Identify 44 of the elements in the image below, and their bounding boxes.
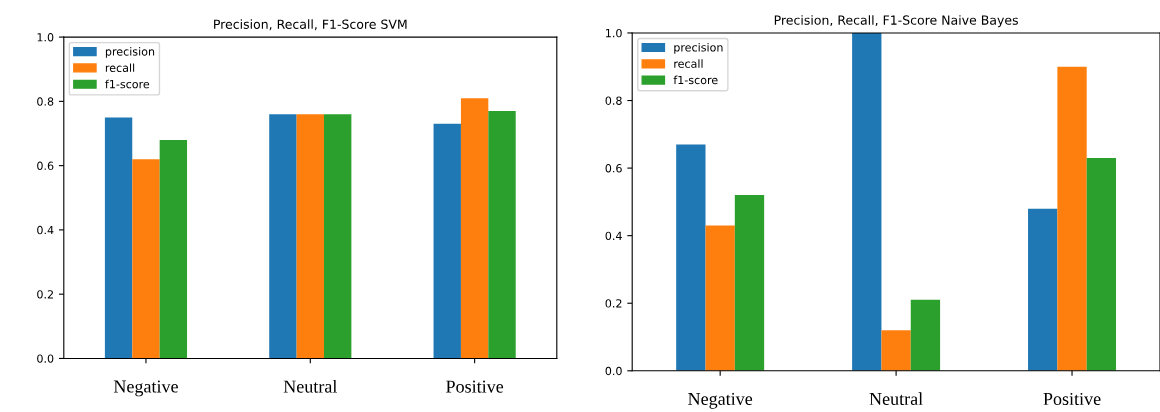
bar: [734, 195, 765, 371]
legend-label: precision: [105, 47, 155, 58]
legend-label: recall: [674, 59, 703, 68]
y-tick-label: 0.6: [37, 161, 54, 170]
y-tick-label: 0.0: [605, 366, 622, 376]
bar: [676, 144, 706, 371]
y-tick-label: 0.4: [605, 231, 622, 241]
chart-title: Precision, Recall, F1-Score SVM: [214, 19, 407, 31]
legend-label: f1-score: [105, 79, 150, 89]
bar: [159, 139, 188, 359]
x-tick-label: Negative: [113, 380, 178, 397]
bar: [488, 110, 516, 359]
bar: [852, 32, 882, 371]
bar: [132, 159, 160, 359]
y-tick-label: 0.2: [605, 299, 622, 308]
bar: [433, 123, 461, 359]
x-tick-label: Positive: [1043, 392, 1101, 406]
x-tick-label: Neutral: [283, 379, 338, 393]
legend-label: recall: [105, 63, 135, 72]
bar: [1057, 66, 1087, 371]
bar: [104, 117, 133, 359]
bar: [881, 330, 911, 371]
x-tick-label: Positive: [446, 380, 504, 393]
y-tick-label: 0.0: [37, 354, 54, 363]
x-tick-label: Negative: [688, 392, 753, 409]
bar: [296, 114, 324, 359]
bar: [269, 114, 297, 359]
chart-title: Precision, Recall, F1-Score Naive Bayes: [774, 15, 1018, 28]
y-tick-label: 0.8: [37, 97, 54, 106]
bar: [910, 299, 941, 371]
bar: [705, 225, 735, 371]
legend-label: f1-score: [673, 75, 718, 85]
y-tick-label: 0.2: [37, 290, 53, 299]
bar: [1086, 157, 1117, 371]
bar: [323, 114, 352, 359]
y-tick-label: 0.4: [37, 225, 54, 235]
x-tick-label: Neutral: [869, 392, 923, 406]
bar: [1028, 208, 1058, 371]
y-tick-label: 0.6: [605, 164, 622, 173]
bar: [460, 98, 489, 359]
legend-label: precision: [674, 42, 723, 54]
y-tick-label: 1.0: [606, 28, 622, 38]
y-tick-label: 0.8: [605, 96, 622, 105]
y-tick-label: 1.0: [37, 33, 54, 42]
